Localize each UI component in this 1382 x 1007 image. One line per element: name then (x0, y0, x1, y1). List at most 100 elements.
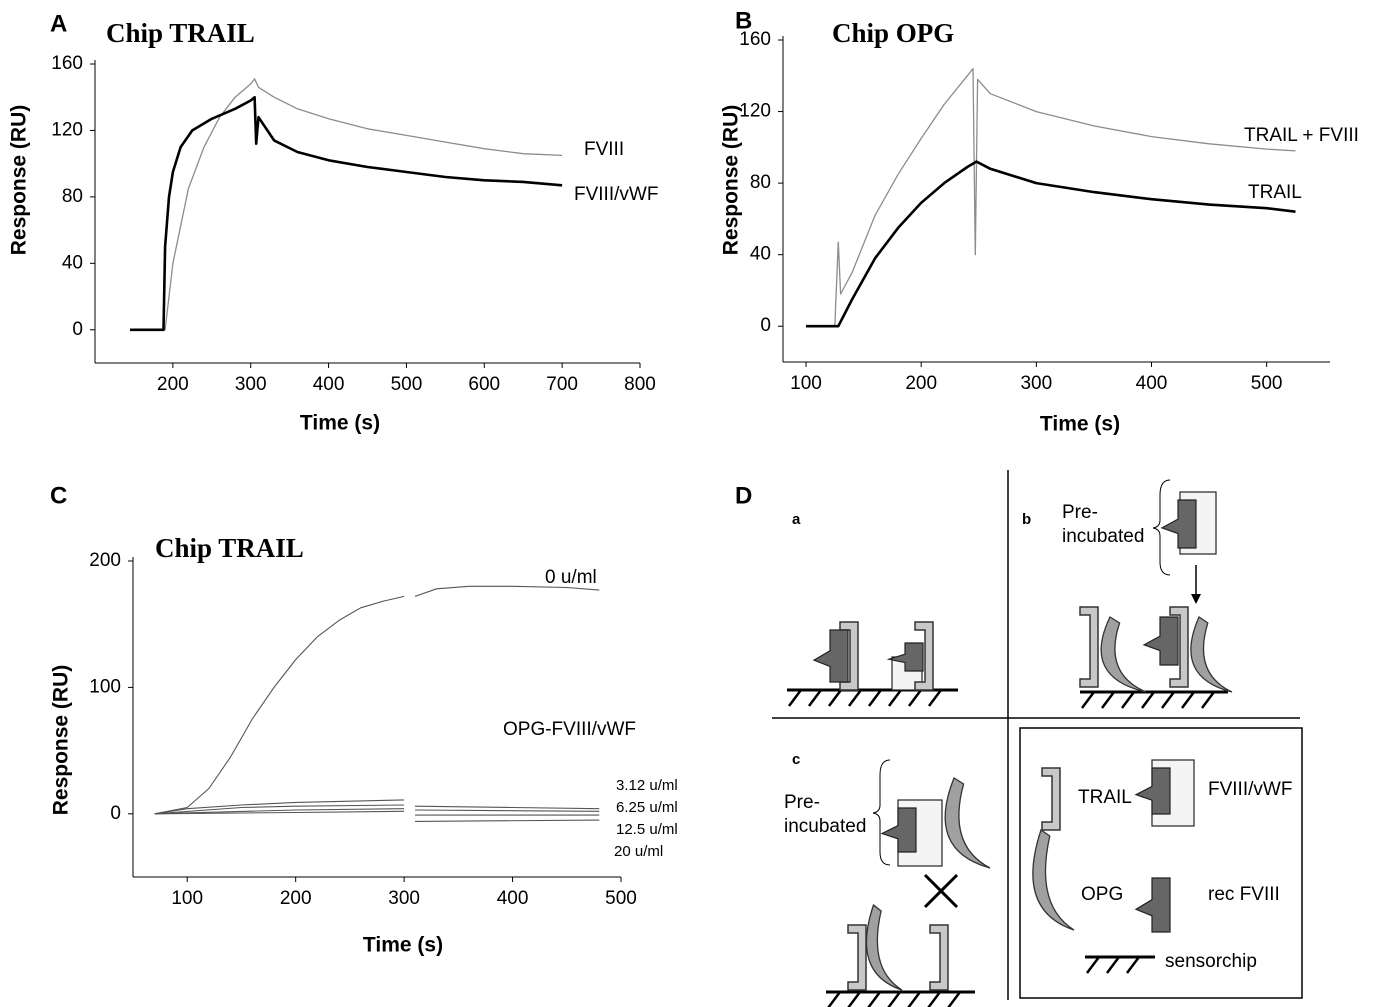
data-line (130, 97, 562, 330)
x-axis-label: Time (s) (363, 934, 443, 957)
y-tick-label: 80 (750, 172, 771, 193)
hatch (1202, 692, 1214, 708)
panel-letter: D (735, 482, 752, 509)
trail-shape (1042, 768, 1060, 830)
hatch (908, 992, 920, 1007)
hatch (929, 690, 941, 706)
y-tick-label: 80 (62, 186, 83, 207)
series-label: 12.5 u/ml (616, 821, 678, 838)
x-tick-label: 300 (388, 888, 420, 909)
y-tick-label: 40 (62, 252, 83, 273)
panel-letter: A (50, 10, 67, 37)
data-line (806, 162, 1296, 327)
chart-title: Chip OPG (832, 18, 954, 48)
x-axis-label: Time (s) (300, 412, 380, 435)
x-tick-label: 200 (157, 374, 189, 395)
series-label: 6.25 u/ml (616, 799, 678, 816)
hatch (809, 690, 821, 706)
y-tick-label: 160 (51, 53, 83, 74)
x-tick-label: 200 (905, 373, 937, 394)
figure: D a b c Pre- incubated Pre- incubated TR… (0, 0, 1382, 1007)
x-tick-label: 700 (546, 374, 578, 395)
sub-label: b (1022, 511, 1031, 528)
hatch (928, 992, 940, 1007)
annotation: OPG-FVIII/vWF (503, 719, 636, 740)
legend-label: rec FVIII (1208, 884, 1280, 905)
fviii-shape (1144, 617, 1178, 665)
hatch (948, 992, 960, 1007)
x-tick-label: 300 (235, 374, 267, 395)
y-tick-label: 0 (760, 315, 771, 336)
note: incubated (784, 816, 866, 837)
hatch (888, 992, 900, 1007)
brace (873, 760, 890, 865)
data-line (155, 811, 600, 821)
y-tick-label: 120 (739, 101, 771, 122)
y-axis-label: Response (RU) (8, 105, 31, 256)
x-tick-label: 400 (1136, 373, 1168, 394)
hatch (1087, 957, 1099, 973)
x-tick-label: 200 (280, 888, 312, 909)
panel-letter: B (735, 7, 752, 34)
x-tick-label: 300 (1020, 373, 1052, 394)
chart-title: Chip TRAIL (155, 533, 304, 563)
series-label: FVIII/vWF (574, 184, 658, 205)
hatch (1122, 692, 1134, 708)
hatch (909, 690, 921, 706)
series-label: 0 u/ml (545, 567, 597, 588)
opg-shape (945, 778, 990, 868)
data-line (155, 586, 600, 814)
hatch (1102, 692, 1114, 708)
legend-label: OPG (1081, 884, 1123, 905)
hatch (1082, 692, 1094, 708)
series-label: 20 u/ml (614, 843, 663, 860)
y-tick-label: 200 (89, 550, 121, 571)
hatch (1182, 692, 1194, 708)
fviii-shape (814, 630, 848, 682)
x-tick-label: 500 (391, 374, 423, 395)
x-tick-label: 800 (624, 374, 656, 395)
sub-label: a (792, 511, 801, 528)
sub-label: c (792, 751, 800, 768)
note: Pre- (1062, 502, 1098, 523)
trail-shape (1080, 607, 1098, 687)
legend-label: FVIII/vWF (1208, 779, 1292, 800)
x-tick-label: 500 (605, 888, 637, 909)
x-tick-label: 400 (497, 888, 529, 909)
hatch (1107, 957, 1119, 973)
hatch (849, 690, 861, 706)
note: incubated (1062, 526, 1144, 547)
hatch (889, 690, 901, 706)
series-label: TRAIL (1248, 182, 1302, 203)
x-tick-label: 600 (468, 374, 500, 395)
chart-title: Chip TRAIL (106, 18, 255, 48)
hatch (868, 992, 880, 1007)
hatch (869, 690, 881, 706)
y-tick-label: 0 (110, 803, 121, 824)
panel-letter: C (50, 482, 67, 509)
hatch (1127, 957, 1139, 973)
hatch (789, 690, 801, 706)
series-label: TRAIL + FVIII (1244, 125, 1359, 146)
fviii-shape (1162, 500, 1196, 548)
series-label: 3.12 u/ml (616, 777, 678, 794)
hatch (1162, 692, 1174, 708)
arrow-head (1191, 594, 1201, 604)
x-tick-label: 100 (790, 373, 822, 394)
x-tick-label: 100 (171, 888, 203, 909)
legend-label: TRAIL (1078, 787, 1132, 808)
schematic: D a b c Pre- incubated Pre- incubated TR… (735, 470, 1302, 1007)
y-tick-label: 120 (51, 119, 83, 140)
trail-shape (848, 925, 866, 990)
y-tick-label: 0 (72, 319, 83, 340)
hatch (1142, 692, 1154, 708)
y-axis-label: Response (RU) (720, 105, 743, 256)
hatch (829, 690, 841, 706)
opg-shape (866, 905, 902, 990)
data-line (130, 79, 562, 330)
fviii-shape (1136, 878, 1170, 932)
x-tick-label: 400 (313, 374, 345, 395)
data-line (806, 69, 1296, 327)
series-label: FVIII (584, 139, 624, 160)
y-tick-label: 100 (89, 676, 121, 697)
